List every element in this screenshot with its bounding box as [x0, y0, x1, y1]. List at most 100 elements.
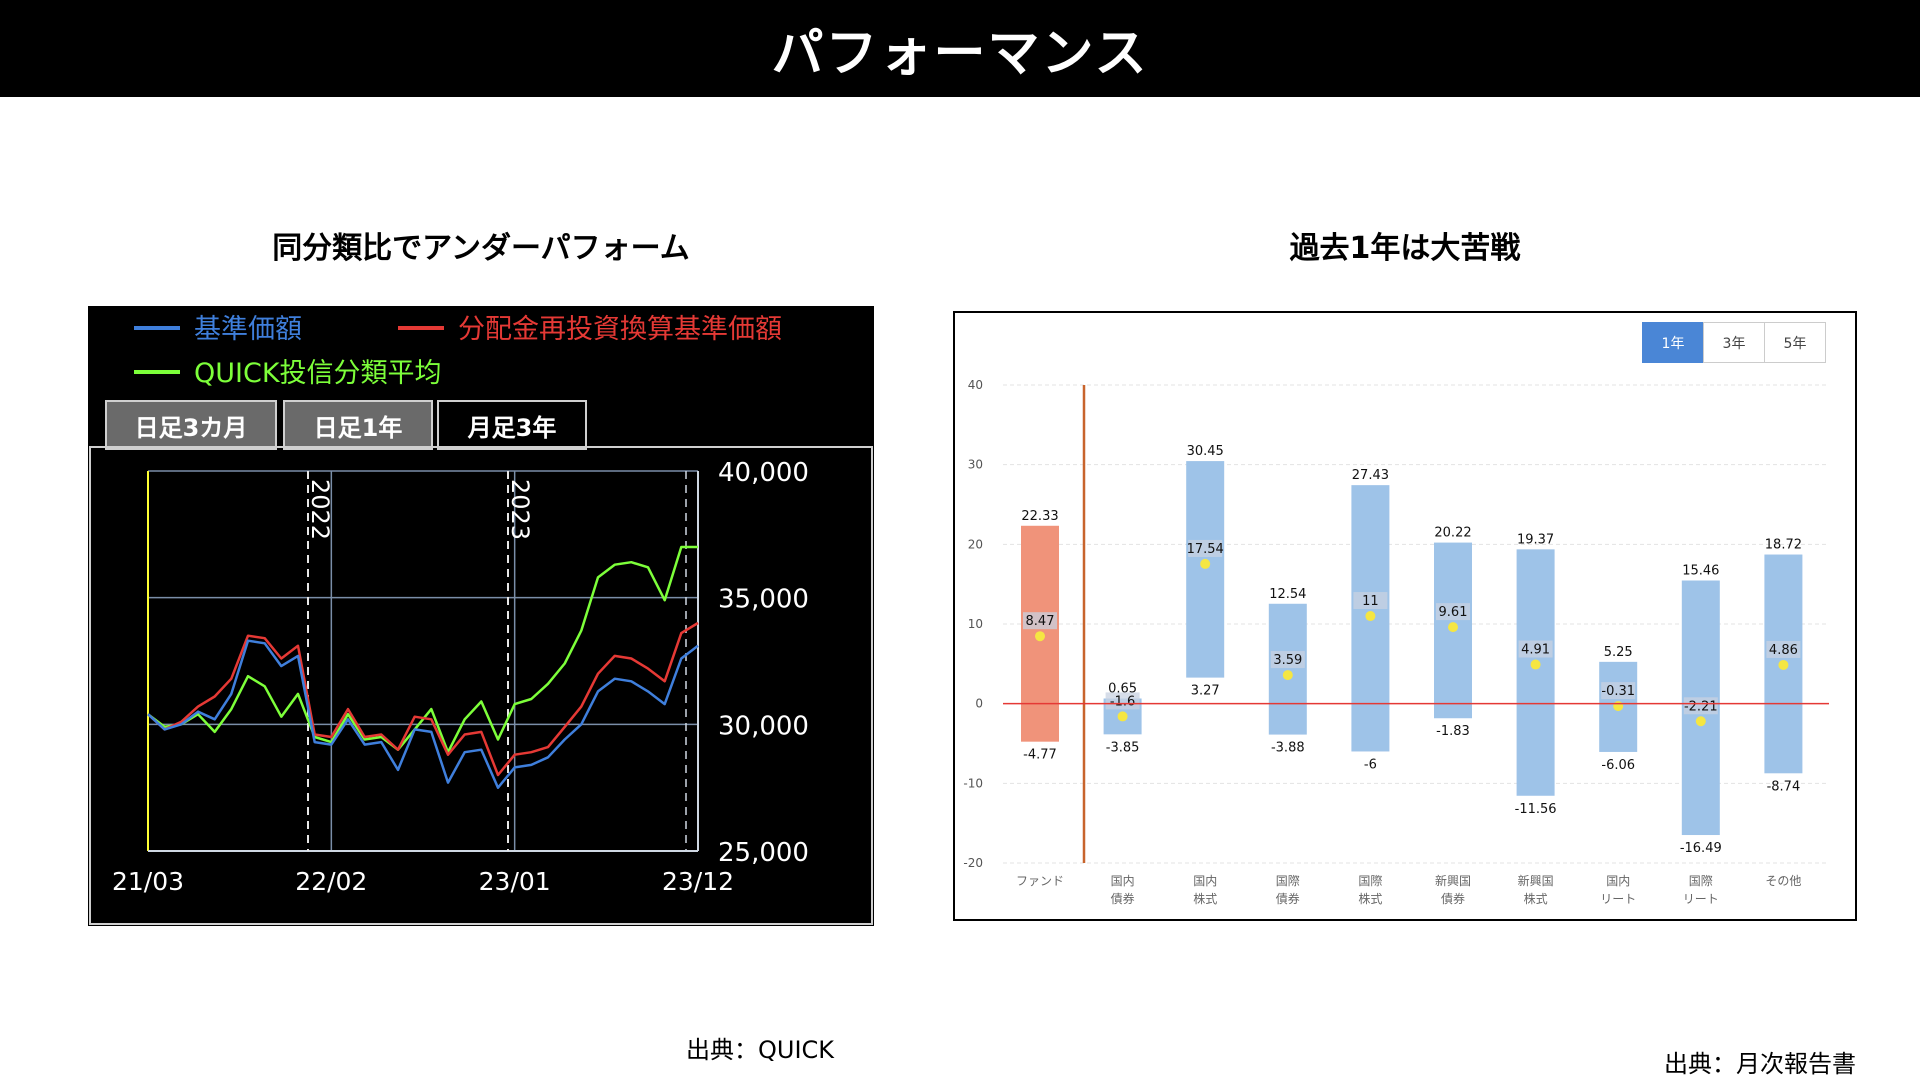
- legend-label: 分配金再投資換算基準価額: [458, 314, 782, 345]
- low-label: -4.77: [1023, 748, 1057, 763]
- category-label: 国際: [1689, 874, 1713, 888]
- mid-dot: [1282, 670, 1293, 681]
- y-tick-label: 0: [975, 697, 983, 711]
- low-label: 3.27: [1191, 684, 1220, 699]
- range-tab[interactable]: [105, 400, 277, 450]
- series-line: [147, 545, 698, 754]
- mid-label-bg: [1518, 640, 1553, 658]
- mid-dot: [1530, 659, 1541, 670]
- category-label: リート: [1600, 892, 1636, 906]
- mid-dot: [1778, 659, 1789, 670]
- low-label: -1.83: [1436, 724, 1470, 739]
- mid-dot: [1613, 701, 1624, 712]
- category-label: 国内: [1111, 874, 1135, 888]
- low-label: -11.56: [1515, 802, 1557, 817]
- mid-label-bg: [1023, 612, 1057, 630]
- left-source: 出典：QUICK: [686, 1036, 835, 1064]
- category-label: ファンド: [1016, 874, 1064, 888]
- low-label: -6.06: [1601, 758, 1635, 773]
- high-label: 30.45: [1187, 444, 1224, 459]
- high-label: 12.54: [1269, 587, 1306, 602]
- mid-label-bg: [1601, 682, 1636, 700]
- period-tab[interactable]: 1年: [1642, 322, 1704, 363]
- mid-label: -1.6: [1110, 694, 1135, 709]
- mid-label-bg: [1188, 539, 1223, 557]
- mid-label: 9.61: [1439, 605, 1468, 620]
- left-chart-caption: 同分類比でアンダーパフォーム: [272, 231, 690, 266]
- left-chart-panel: 基準価額 分配金再投資換算基準価額 QUICK投信分類平均 日足3カ月 日足1年 月足3年…: [88, 306, 874, 926]
- range-tab[interactable]: [283, 400, 433, 450]
- y-tick-label: 35,000: [718, 585, 809, 615]
- category-label: 株式: [1358, 891, 1382, 906]
- right-source: 出典：月次報告書: [1664, 1050, 1856, 1078]
- page-header: パフォーマンス: [0, 0, 1920, 97]
- y-tick-label: 30,000: [718, 711, 809, 741]
- high-label: 18.72: [1765, 538, 1802, 553]
- series-line: [147, 621, 699, 777]
- mid-label-bg: [1270, 651, 1305, 669]
- category-label: その他: [1765, 874, 1801, 888]
- legend-label: QUICK投信分類平均: [194, 358, 442, 389]
- low-label: -8.74: [1767, 779, 1801, 794]
- y-tick-label: -20: [963, 856, 983, 870]
- y-tick-label: 40: [968, 378, 983, 392]
- low-label: -16.49: [1680, 841, 1722, 856]
- category-label: 国際: [1358, 874, 1382, 888]
- y-tick-label: 40,000: [718, 458, 809, 488]
- mid-label: -2.21: [1684, 699, 1718, 714]
- x-tick-label: 23/01: [479, 867, 551, 896]
- low-label: -3.85: [1106, 740, 1140, 755]
- low-label: -6: [1364, 757, 1377, 772]
- mid-dot: [1365, 611, 1376, 622]
- right-chart-panel: 1年 3年 5年 40 30 20 10 0 -10 -20 22.33 -4.77 8.47 ファンド…: [953, 311, 1857, 921]
- category-label: 新興国: [1518, 873, 1554, 888]
- right-chart-caption: 過去1年は大苦戦: [1289, 231, 1521, 266]
- range-bar: [1186, 461, 1225, 678]
- y-tick-label: 30: [968, 458, 983, 472]
- year-marker-label: 2022: [306, 479, 334, 540]
- x-tick-label: 22/02: [295, 867, 367, 896]
- x-tick-label: 23/12: [662, 867, 734, 896]
- mid-label-bg: [1766, 640, 1801, 658]
- legend-label: 基準価額: [194, 314, 302, 345]
- high-label: 15.46: [1682, 564, 1719, 579]
- y-tick-label: 20: [968, 537, 983, 551]
- mid-label: 8.47: [1026, 614, 1055, 629]
- category-label: 新興国: [1435, 873, 1471, 888]
- mid-dot: [1695, 716, 1706, 727]
- category-label: 株式: [1193, 891, 1217, 906]
- category-label: 株式: [1524, 891, 1548, 906]
- range-tab-label: 月足3年: [467, 414, 557, 442]
- category-label: 国内: [1606, 874, 1630, 888]
- period-tabs: 1年 3年 5年: [1642, 322, 1826, 363]
- category-label: 国内: [1193, 874, 1217, 888]
- mid-dot: [1448, 622, 1458, 633]
- mid-label-bg: [1436, 603, 1470, 621]
- mid-label: 11: [1362, 594, 1379, 609]
- plot-frame: [89, 446, 873, 925]
- mid-label-bg: [1105, 692, 1140, 710]
- high-label: 19.37: [1517, 532, 1554, 547]
- range-bar: [1268, 603, 1307, 735]
- period-tab[interactable]: 5年: [1764, 322, 1826, 363]
- low-label: -3.88: [1271, 741, 1305, 756]
- category-label: リート: [1683, 892, 1719, 906]
- category-label: 債券: [1111, 891, 1135, 906]
- page-title: パフォーマンス: [771, 24, 1149, 84]
- mid-label: 4.91: [1521, 643, 1550, 658]
- mid-label-bg: [1683, 697, 1718, 715]
- y-tick-label: 25,000: [718, 838, 809, 868]
- y-tick-label: -10: [963, 776, 983, 790]
- mid-dot: [1117, 711, 1128, 722]
- high-label: 27.43: [1352, 468, 1389, 483]
- category-label: 債券: [1276, 891, 1300, 906]
- high-label: 22.33: [1021, 509, 1058, 524]
- return-range-chart: 403020100-10-2022.33-4.778.47ファンド0.65-3.…: [963, 378, 1829, 906]
- range-tab[interactable]: [437, 400, 587, 450]
- high-label: 5.25: [1604, 645, 1633, 660]
- period-tab[interactable]: 3年: [1703, 322, 1765, 363]
- category-label: 国際: [1276, 874, 1300, 888]
- range-bar: [1516, 549, 1555, 796]
- x-tick-label: 21/03: [112, 867, 184, 896]
